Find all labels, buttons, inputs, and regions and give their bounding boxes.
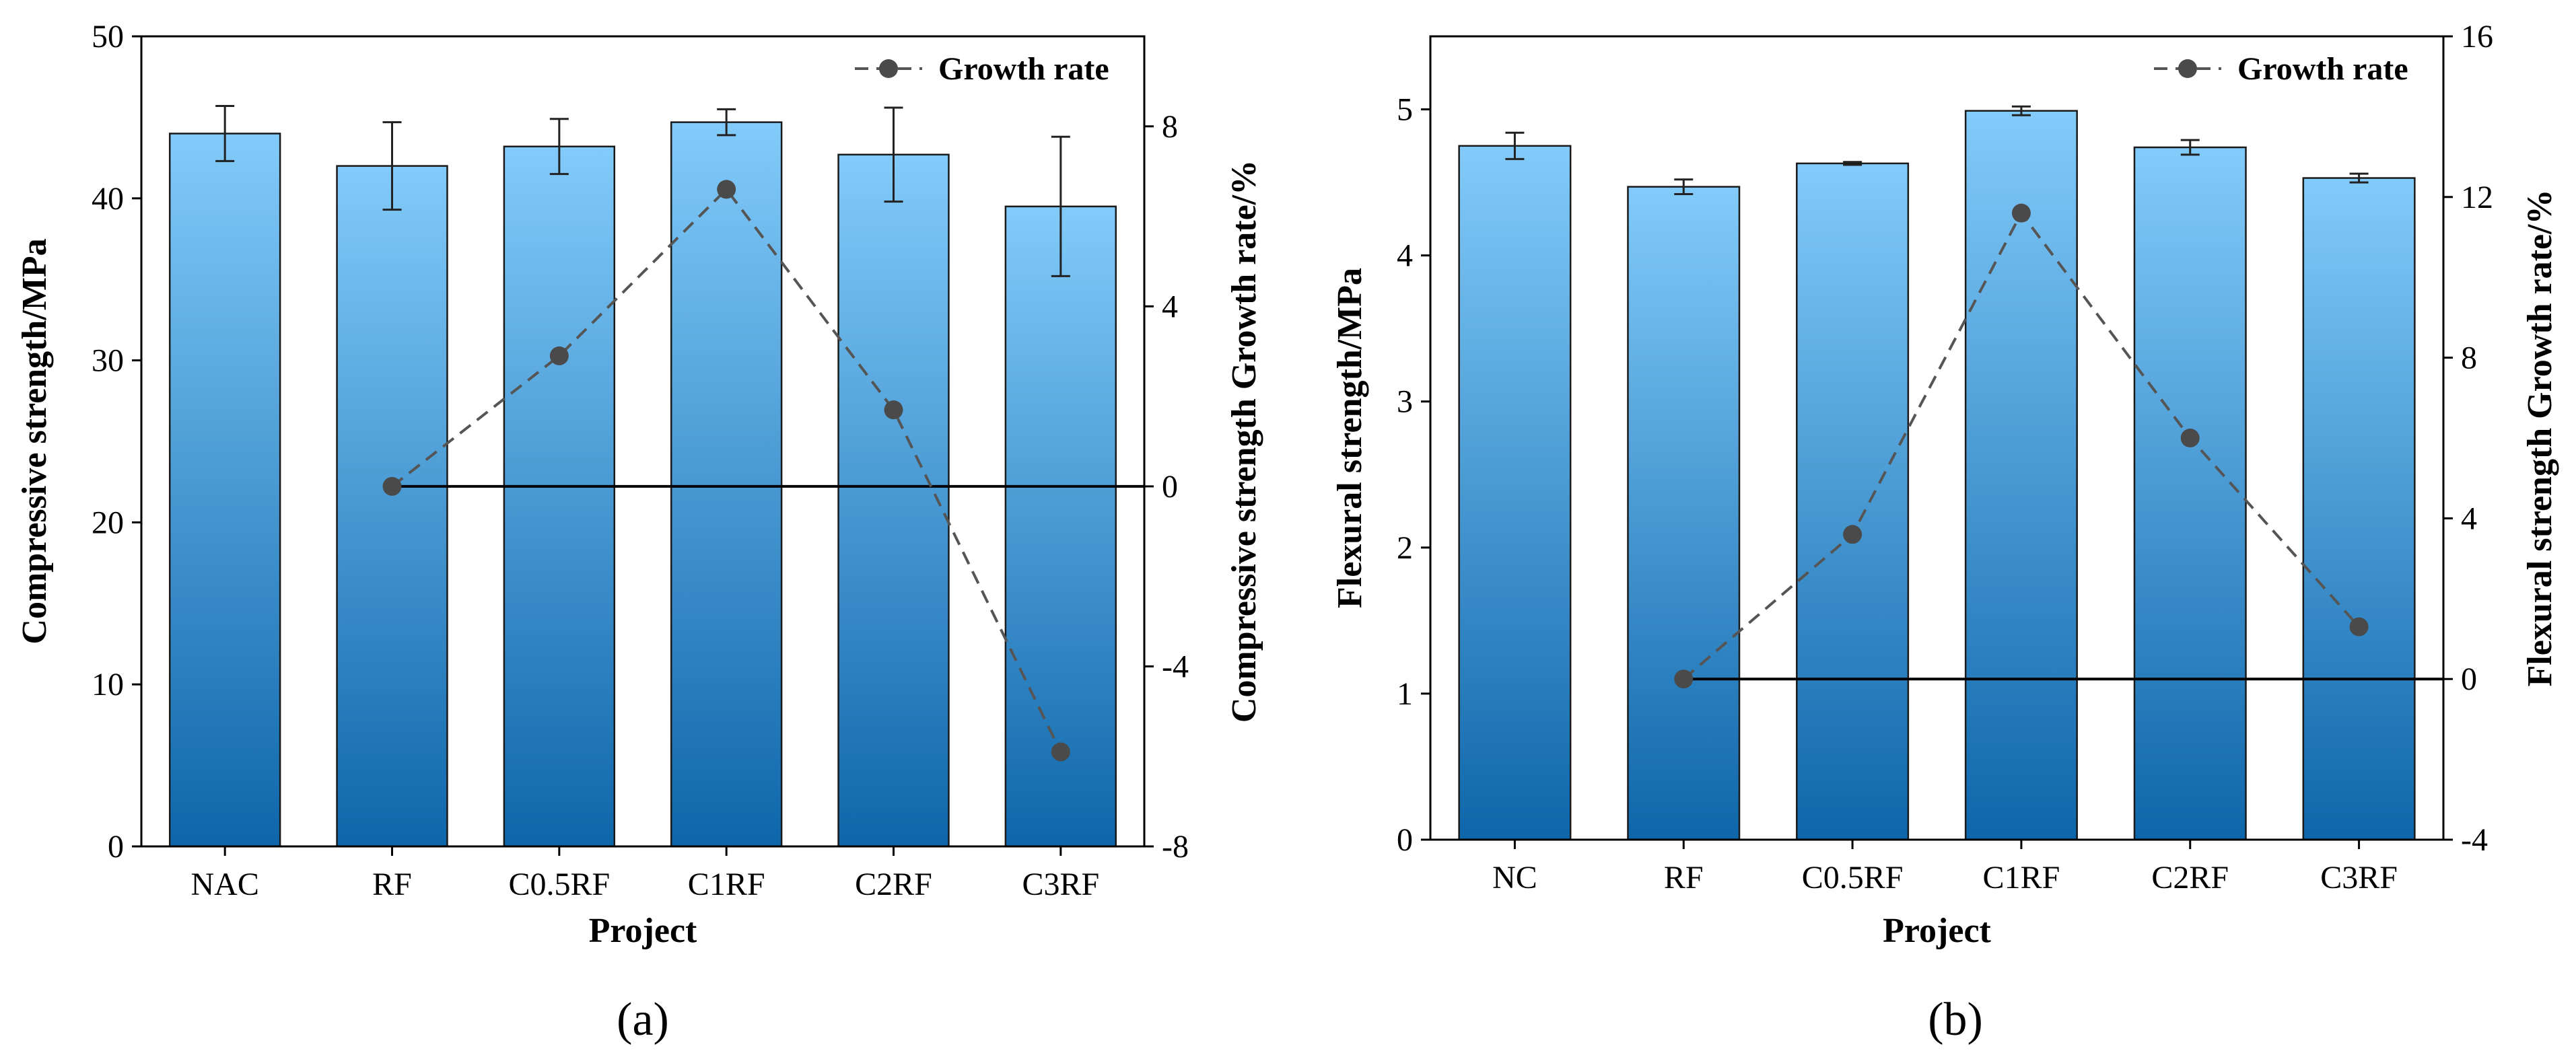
y2-tick-label: 16 xyxy=(2461,19,2493,54)
x-tick-label: RF xyxy=(372,867,412,902)
bar-nac xyxy=(168,133,281,848)
y2-tick-label: -4 xyxy=(2461,822,2488,858)
x-tick-label: C0.5RF xyxy=(1802,860,1904,896)
y2-tick-label: 8 xyxy=(2461,340,2477,376)
x-tick-label: RF xyxy=(1664,860,1704,896)
plot-frame xyxy=(140,35,1146,848)
legend-marker xyxy=(2178,59,2197,78)
bar-c2rf xyxy=(2133,146,2247,841)
legend-marker xyxy=(879,59,898,78)
growth-point-c3rf xyxy=(1051,742,1070,762)
x-tick-label: NAC xyxy=(190,867,258,902)
panel-label: (b) xyxy=(1928,994,1983,1046)
legend-label: Growth rate xyxy=(938,51,1109,87)
y2-axis-title: Compressive strength Growth rate/% xyxy=(1225,160,1263,723)
y2-tick-label: 12 xyxy=(2461,180,2493,215)
y-tick-label: 0 xyxy=(108,829,124,865)
y-tick-label: 30 xyxy=(92,343,124,379)
x-tick-label: C0.5RF xyxy=(508,867,610,902)
bar-c05rf xyxy=(1796,162,1910,841)
x-tick-label: C2RF xyxy=(2151,860,2229,896)
growth-point-rf xyxy=(382,476,402,496)
y-tick-label: 20 xyxy=(92,505,124,540)
growth-rate-line xyxy=(391,187,1062,753)
growth-point-c2rf xyxy=(2180,429,2200,447)
x-axis-title: Project xyxy=(589,912,697,950)
growth-point-c3rf xyxy=(2349,617,2369,636)
y-tick-label: 2 xyxy=(1397,530,1413,566)
bar-c1rf xyxy=(1964,110,2078,841)
error-bar-rf xyxy=(382,121,402,211)
legend-label: Growth rate xyxy=(2237,51,2408,87)
x-tick-label: C1RF xyxy=(688,867,765,902)
bar-nc xyxy=(1458,145,1572,841)
y-tick-label: 10 xyxy=(92,667,124,702)
error-bar-c3rf xyxy=(1051,135,1070,277)
y-tick-label: 5 xyxy=(1397,92,1413,128)
error-bar-c05rf xyxy=(1843,161,1863,166)
y-tick-label: 3 xyxy=(1397,384,1413,420)
x-axis-title: Project xyxy=(1883,912,1991,950)
x-tick-label: C3RF xyxy=(2320,860,2398,896)
growth-point-c1rf xyxy=(717,180,736,199)
y-tick-label: 1 xyxy=(1397,676,1413,712)
bar-c05rf xyxy=(503,145,616,848)
y-tick-label: 4 xyxy=(1397,238,1413,274)
y2-tick-label: 4 xyxy=(2461,501,2477,536)
error-bar-c1rf xyxy=(2011,105,2031,116)
x-tick-label: C1RF xyxy=(1983,860,2060,896)
panel-a-compressive-chart: 0 10 20 30 40 50 -8 -4 0 4 8 NAC RF C0.5RF C1RF C2RF C3R… xyxy=(15,19,1263,1046)
growth-point-c1rf xyxy=(2011,203,2031,223)
y2-tick-label: 0 xyxy=(1162,469,1178,505)
y-tick-label: 50 xyxy=(92,19,124,54)
y-tick-label: 40 xyxy=(92,181,124,217)
y2-tick-label: 4 xyxy=(1162,289,1178,324)
error-bar-c2rf xyxy=(884,106,903,203)
error-bar-c05rf xyxy=(549,118,569,176)
y2-tick-label: -4 xyxy=(1162,649,1189,684)
x-tick-label: NC xyxy=(1492,860,1537,896)
error-bar-nc xyxy=(1505,131,1525,160)
growth-point-c2rf xyxy=(884,400,903,420)
y-axis-title: Compressive strength/MPa xyxy=(15,238,54,644)
y2-axis-title: Flexural strength Growth rate/% xyxy=(2521,190,2559,687)
bar-rf xyxy=(336,165,448,848)
growth-point-c05rf xyxy=(1843,525,1863,544)
bar-c2rf xyxy=(837,153,950,848)
error-bar-rf xyxy=(1674,178,1694,195)
y-tick-label: 0 xyxy=(1397,822,1413,858)
growth-point-rf xyxy=(1674,669,1694,689)
y2-tick-label: -8 xyxy=(1162,829,1189,865)
panel-label: (a) xyxy=(617,994,669,1046)
error-bar-c3rf xyxy=(2349,172,2369,184)
error-bar-nac xyxy=(215,105,235,162)
x-tick-label: C3RF xyxy=(1022,867,1099,902)
error-bar-c1rf xyxy=(717,108,736,137)
bar-rf xyxy=(1627,186,1741,841)
y-axis-title: Flexural strength/MPa xyxy=(1331,268,1369,608)
legend: Growth rate xyxy=(2154,51,2408,87)
bar-c1rf xyxy=(670,121,783,848)
plot-frame xyxy=(1429,35,2445,841)
bar-c3rf xyxy=(1004,205,1117,848)
x-tick-label: C2RF xyxy=(855,867,932,902)
error-bar-c2rf xyxy=(2180,139,2200,156)
legend: Growth rate xyxy=(855,51,1109,87)
bar-c3rf xyxy=(2302,177,2416,841)
growth-point-c05rf xyxy=(549,346,569,365)
y2-tick-label: 8 xyxy=(1162,109,1178,145)
y2-tick-label: 0 xyxy=(2461,661,2477,697)
